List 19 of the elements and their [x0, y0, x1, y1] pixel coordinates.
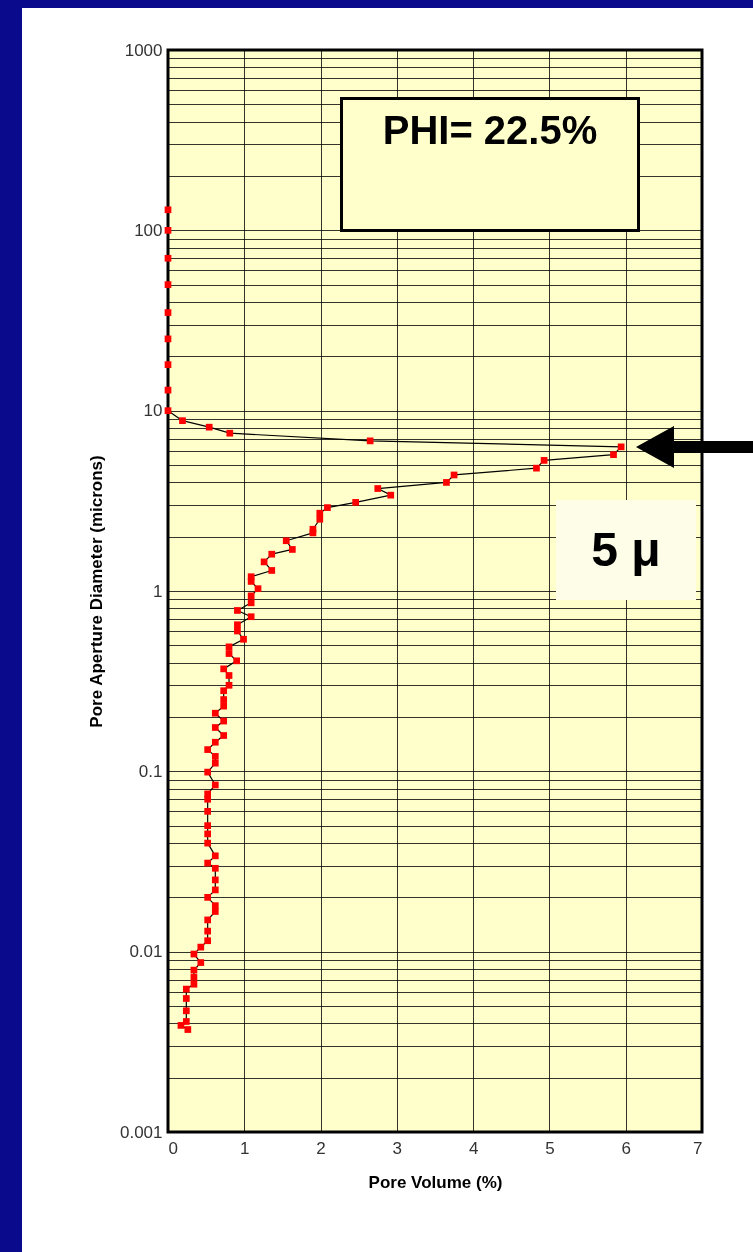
y-tick-label: 100 [134, 220, 163, 240]
y-tick-label: 0.1 [138, 761, 163, 781]
annotation: PHI= 22.5% [340, 97, 640, 232]
y-tick-label: 0.01 [129, 942, 163, 962]
x-tick-label: 1 [240, 1138, 250, 1158]
x-tick-label: 3 [392, 1138, 403, 1158]
x-axis-title: Pore Volume (%) [368, 1172, 503, 1192]
y-tick-label: 1000 [124, 40, 163, 60]
x-tick-label: 5 [545, 1138, 555, 1158]
y-tick-label: 1 [153, 581, 163, 601]
x-tick-label: 0 [168, 1138, 178, 1158]
x-tick-label: 7 [693, 1138, 703, 1158]
x-tick-label: 6 [621, 1138, 631, 1158]
y-tick-label: 0.001 [119, 1122, 163, 1142]
x-tick-label: 2 [316, 1138, 326, 1158]
x-tick-label: 4 [468, 1138, 479, 1158]
annotation: 5 μ [556, 500, 696, 600]
y-axis-title: Pore Aperture Diameter (microns) [86, 455, 106, 728]
y-tick-label: 10 [143, 401, 163, 421]
